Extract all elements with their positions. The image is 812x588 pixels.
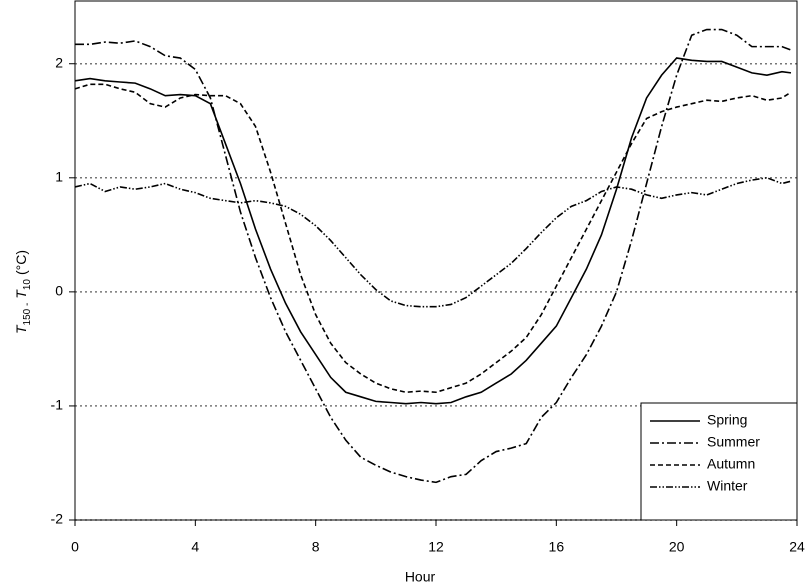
- legend-box: [640, 402, 798, 521]
- y-axis-title-part: 10: [22, 279, 33, 291]
- y-tick-label: -2: [51, 511, 64, 527]
- y-axis-title: T150 -T10(°C): [13, 250, 33, 334]
- x-tick-label: 16: [549, 539, 565, 555]
- legend-label: Autumn: [707, 456, 755, 472]
- x-tick-label: 8: [312, 539, 320, 555]
- series-line: [74, 176, 792, 308]
- legend-label: Winter: [707, 478, 748, 494]
- legend-label: Summer: [707, 434, 760, 450]
- x-tick-label: 20: [669, 539, 685, 555]
- y-tick-label: 2: [55, 54, 63, 70]
- x-axis-title: Hour: [405, 569, 436, 585]
- y-axis-title-part: (°C): [13, 250, 29, 275]
- y-axis-title-part: T: [13, 324, 29, 334]
- series-line: [74, 57, 792, 405]
- y-tick-label: 0: [55, 283, 63, 299]
- y-tick-label: -1: [51, 397, 64, 413]
- x-tick-label: 12: [428, 539, 444, 555]
- plot-frame: [74, 0, 798, 521]
- y-axis-title-part: T: [13, 289, 29, 299]
- x-tick-label: 24: [789, 539, 805, 555]
- series-line: [75, 28, 792, 484]
- x-tick-label: 0: [71, 539, 79, 555]
- legend-label: Spring: [707, 412, 747, 428]
- y-tick-label: 1: [55, 169, 63, 185]
- x-tick-label: 4: [191, 539, 199, 555]
- y-axis-title-part: 150 -: [22, 303, 33, 326]
- series-line: [74, 83, 792, 394]
